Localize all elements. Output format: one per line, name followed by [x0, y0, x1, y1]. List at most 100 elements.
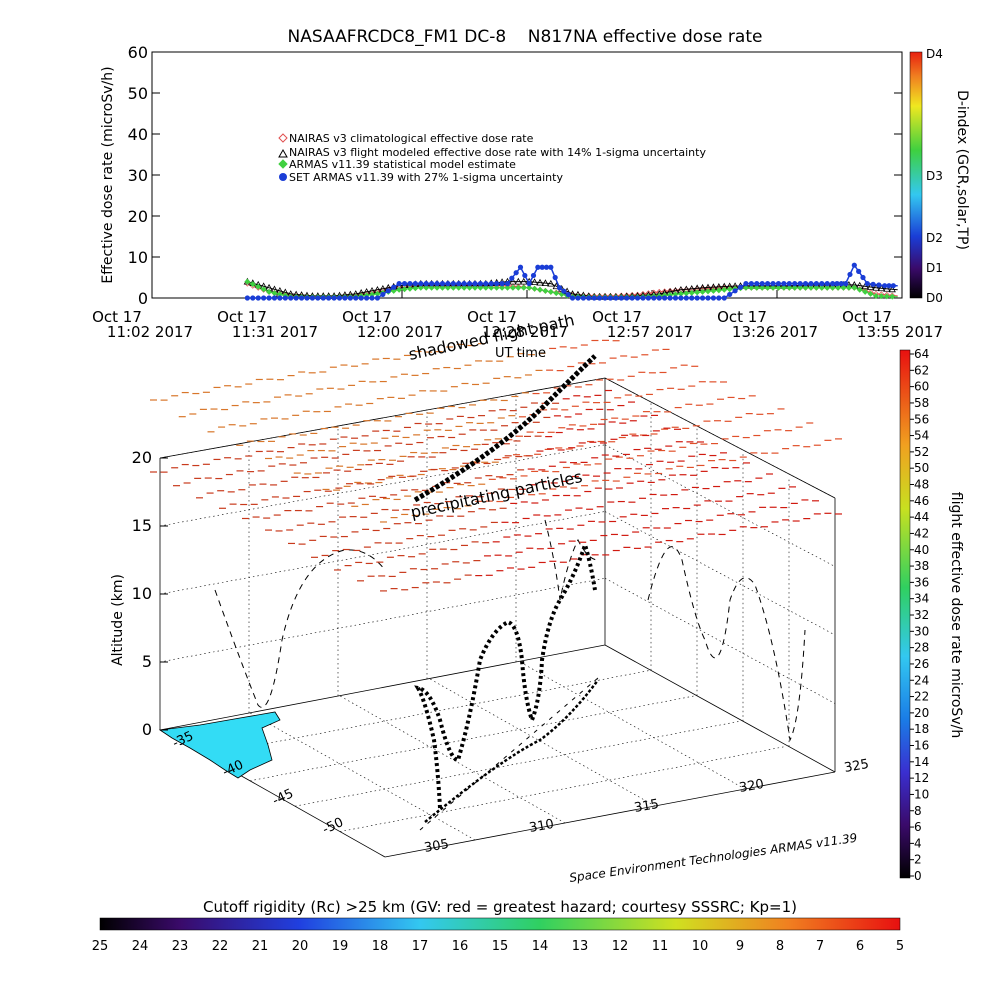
data-point — [250, 295, 256, 301]
data-point — [499, 284, 506, 291]
grid-line — [604, 444, 836, 567]
data-point — [391, 284, 397, 290]
data-point — [770, 281, 776, 287]
rigidity-colorbar-ticks: 25 24 23 22 21 20 19 18 17 16 15 14 13 12 11 10 9 8 7 6 5 — [92, 939, 904, 954]
data-point — [878, 293, 885, 300]
dose-tick-label: 30 — [914, 624, 929, 638]
data-point — [775, 281, 782, 287]
data-point — [309, 295, 316, 301]
data-point — [694, 289, 701, 296]
dose-tick-label: 4 — [914, 836, 922, 850]
d-index-label: D-index (GCR,solar,TP) — [954, 90, 970, 250]
dose-tick-label: 44 — [914, 510, 929, 524]
data-point — [261, 295, 267, 301]
latitude-tick-label: -45 — [270, 786, 296, 809]
data-point — [819, 281, 825, 287]
shadowed-flight-path — [413, 354, 597, 503]
data-point — [802, 281, 809, 287]
dose-tick-label: 20 — [914, 706, 929, 720]
data-point — [374, 290, 381, 297]
data-point — [553, 290, 560, 297]
dose-tick-label: 60 — [914, 380, 929, 394]
data-point — [249, 281, 256, 288]
longitude-ticks: 305 310 315 320 325 — [423, 757, 870, 856]
data-point — [423, 281, 429, 287]
data-point — [530, 272, 537, 279]
y-tick-label: 40 — [128, 125, 148, 144]
data-point — [526, 284, 533, 291]
legend-set-armas: SET ARMAS v11.39 with 27% 1-sigma uncert… — [289, 171, 563, 184]
dose-tick-label: 16 — [914, 739, 929, 753]
data-point — [882, 283, 888, 289]
data-point — [753, 284, 760, 291]
data-point — [867, 290, 874, 297]
grid-line — [339, 746, 786, 832]
data-point — [645, 295, 651, 301]
dose-rate-chart: NASAAFRCDC8_FM1 DC-8 N817NA effective do… — [92, 27, 970, 341]
grid-line — [519, 661, 746, 790]
legend-nairas-clim: NAIRAS v3 climatological effective dose … — [289, 132, 534, 145]
data-point — [406, 285, 413, 292]
rigidity-tick-label: 7 — [816, 939, 824, 954]
data-point — [336, 295, 343, 301]
rigidity-tick-label: 20 — [292, 939, 309, 954]
altitude-ticks: 0 5 10 15 20 — [132, 448, 168, 739]
rigidity-tick-label: 17 — [412, 939, 429, 954]
y-tick-label: 50 — [128, 84, 148, 103]
data-point — [808, 281, 814, 287]
data-point — [444, 284, 451, 291]
data-point — [466, 281, 473, 287]
x-tick-label-line1: Oct 17 — [92, 308, 142, 326]
d-index-tick-label: D1 — [926, 261, 943, 275]
rigidity-tick-label: 8 — [776, 939, 784, 954]
data-point — [526, 281, 532, 287]
data-point — [689, 295, 695, 301]
data-point — [271, 290, 278, 297]
rigidity-colorbar-label: Cutoff rigidity (Rc) >25 km (GV: red = g… — [203, 898, 797, 916]
data-point — [634, 295, 641, 301]
data-point — [537, 286, 544, 293]
data-point — [856, 286, 863, 293]
altitude-label: Altitude (km) — [110, 574, 126, 666]
dose-colorbar-ticks: 0246810121416182022242628303234363840424… — [910, 347, 929, 883]
data-point — [872, 283, 880, 291]
data-point — [514, 277, 523, 285]
precipitating-particles-label: precipitating particles — [409, 467, 584, 522]
data-point — [363, 295, 370, 301]
data-point — [781, 281, 787, 287]
flight-profile — [414, 538, 597, 809]
data-point — [266, 295, 272, 301]
data-point — [705, 295, 711, 301]
data-point — [499, 281, 505, 287]
dose-tick-label: 48 — [914, 478, 929, 492]
series-layer — [243, 262, 898, 301]
dose-tick-label: 26 — [914, 657, 929, 671]
y-tick-label: 0 — [138, 289, 148, 308]
data-point — [851, 262, 857, 268]
data-point — [824, 281, 830, 287]
data-point — [494, 281, 500, 287]
grid-line — [604, 377, 836, 499]
data-point — [813, 281, 819, 287]
x-tick-label-line2: 13:55 2017 — [857, 323, 943, 341]
dose-tick-label: 8 — [914, 804, 922, 818]
data-point — [520, 277, 528, 285]
data-point — [694, 295, 700, 301]
data-point — [780, 284, 787, 291]
data-point — [737, 284, 744, 290]
rigidity-tick-label: 11 — [652, 939, 669, 954]
data-point — [439, 284, 446, 291]
precipitating-particles — [150, 339, 842, 592]
data-point — [613, 295, 619, 301]
data-point — [886, 283, 892, 289]
data-point — [770, 284, 777, 291]
data-point — [541, 279, 550, 287]
grid-line — [604, 511, 836, 636]
rigidity-tick-label: 14 — [532, 939, 549, 954]
grid-line — [249, 695, 696, 782]
data-point — [353, 295, 359, 301]
dose-tick-label: 6 — [914, 820, 922, 834]
dose-tick-label: 24 — [914, 673, 929, 687]
data-point — [710, 287, 717, 294]
land-mass — [158, 711, 281, 779]
